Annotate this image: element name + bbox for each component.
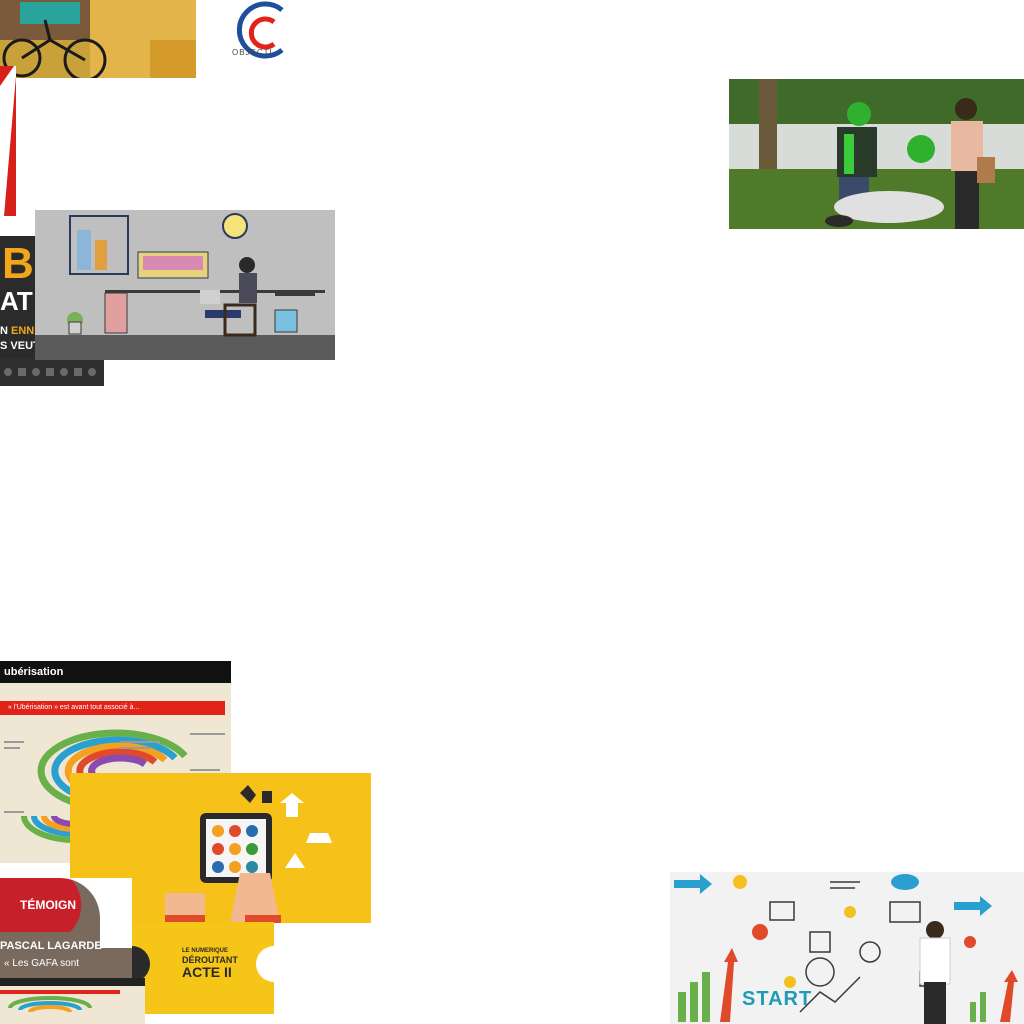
logo-text: OBJECTI bbox=[232, 48, 273, 57]
acte-line-2: DÉROUTANT bbox=[182, 955, 238, 965]
poster-letter: B bbox=[2, 239, 34, 288]
temoignage-card[interactable]: TÉMOIGN PASCAL LAGARDE « Les GAFA sont bbox=[0, 878, 132, 978]
temoignage-quote: « Les GAFA sont bbox=[4, 958, 80, 969]
poster-line-4: S VEUT bbox=[0, 340, 36, 352]
poster-line-3: N ENNE bbox=[0, 326, 36, 337]
moto-taxi-photo[interactable] bbox=[729, 79, 1024, 229]
poster-line-3-prefix: N bbox=[0, 325, 11, 337]
objectif-logo[interactable]: OBJECTI bbox=[196, 0, 286, 78]
numerique-acte-ticket[interactable]: LE NUMERIQUE DÉROUTANT ACTE II bbox=[132, 922, 274, 1014]
poster-line-3-highlight: ENNE bbox=[11, 325, 36, 337]
infographic-red-bar: « l'Ubérisation » est avant tout associé… bbox=[0, 701, 225, 715]
acte-line-1: LE NUMERIQUE bbox=[182, 948, 229, 954]
poster-word: AT bbox=[0, 286, 33, 316]
startup-doodle-board[interactable]: START bbox=[670, 872, 1024, 1024]
red-banner-fragment[interactable] bbox=[0, 66, 16, 216]
start-word: START bbox=[742, 988, 813, 1010]
acte-line-3: ACTE II bbox=[182, 964, 232, 980]
temoignage-title: TÉMOIGN bbox=[20, 898, 76, 912]
temoignage-name: PASCAL LAGARDE bbox=[0, 940, 102, 952]
uberisation-poster[interactable]: B AT N ENNE S VEUT bbox=[0, 236, 36, 360]
office-sketch-photo[interactable] bbox=[35, 210, 335, 360]
infographic-header: ubérisation bbox=[0, 661, 231, 683]
cyclist-photo[interactable] bbox=[0, 0, 222, 78]
poster-icon-strip bbox=[0, 358, 104, 386]
infographic-fragment[interactable] bbox=[0, 978, 145, 1024]
